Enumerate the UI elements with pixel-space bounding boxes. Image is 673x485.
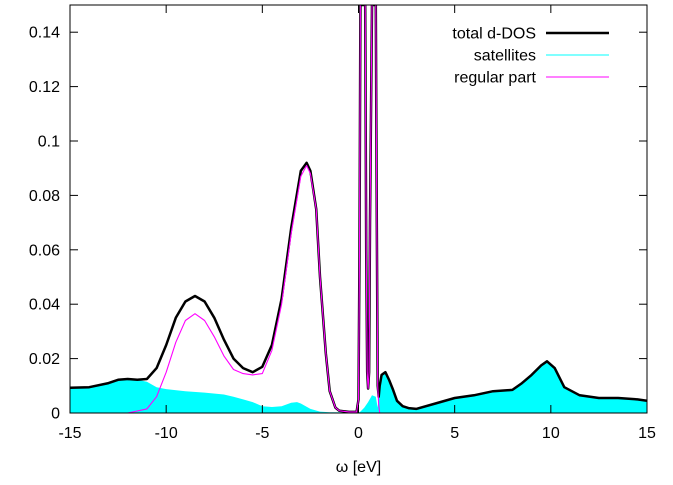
legend: total d-DOS satellites regular part: [452, 26, 609, 87]
y-tick-label: 0.04: [29, 297, 60, 314]
axis-ticks: -15 -10 -5 0 5 10 15 0 0.02 0.04 0.06 0.08 0.1 0.12 0.…: [29, 5, 656, 442]
series-satellites-area: [70, 361, 647, 413]
legend-label-total-d-dos: total d-DOS: [452, 26, 536, 43]
y-tick-label: 0.12: [29, 79, 60, 96]
legend-label-regular-part: regular part: [454, 70, 536, 87]
y-tick-label: 0: [51, 406, 60, 423]
x-tick-label: 0: [354, 425, 363, 442]
y-tick-label: 0.14: [29, 25, 60, 42]
series-layer: [70, 5, 647, 413]
legend-label-satellites: satellites: [474, 48, 536, 65]
x-tick-label: -5: [255, 425, 269, 442]
y-tick-label: 0.06: [29, 242, 60, 259]
x-tick-label: -15: [58, 425, 81, 442]
x-tick-label: -10: [155, 425, 178, 442]
x-tick-label: 10: [542, 425, 560, 442]
x-axis-label: ω [eV]: [336, 459, 381, 476]
series-total-d-dos-line: [70, 5, 647, 413]
x-tick-label: 5: [450, 425, 459, 442]
y-tick-label: 0.02: [29, 351, 60, 368]
x-tick-label: 15: [638, 425, 656, 442]
series-regular-part-line: [127, 5, 381, 413]
y-tick-label: 0.1: [38, 134, 60, 151]
y-tick-label: 0.08: [29, 188, 60, 205]
